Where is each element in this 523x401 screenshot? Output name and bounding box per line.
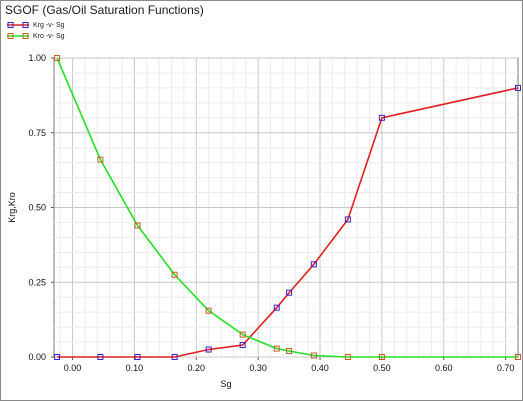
y-axis-label: Krg,Kro [7,192,17,223]
data-point-kro [378,354,385,360]
chart-title: SGOF (Gas/Oil Saturation Functions) [5,3,204,17]
data-point-krg [344,216,351,223]
x-tick-label: 0.60 [435,363,453,373]
data-point-krg [134,354,141,360]
x-tick-label: 0.30 [249,363,267,373]
legend-swatch-krg [7,22,29,28]
legend-swatch-kro [7,33,29,39]
data-point-krg [515,84,521,91]
x-tick-label: 0.70 [497,363,515,373]
data-point-kro [273,345,280,352]
x-tick-label: 0.40 [311,363,329,373]
data-point-kro [54,55,61,61]
x-tick-label: 0.00 [64,363,82,373]
y-tick-label: 0.50 [28,203,46,213]
data-point-kro [97,156,104,163]
data-point-kro [515,354,521,360]
data-point-kro [171,271,178,278]
series-line-krg [57,87,519,358]
x-axis-label: Sg [220,379,231,389]
legend-label-krg: Krg -v- Sg [33,21,65,29]
data-point-krg [54,354,61,360]
x-tick-label: 0.20 [188,363,206,373]
data-point-krg [205,346,212,353]
data-point-kro [239,331,246,338]
data-point-krg [310,261,317,268]
data-point-krg [286,289,293,296]
data-point-kro [134,222,141,229]
series-line-kro [56,57,518,358]
data-point-krg [239,342,246,349]
legend-item-krg: Krg -v- Sg [7,20,65,30]
x-tick-label: 0.50 [373,363,391,373]
y-tick-label: 0.00 [28,352,46,362]
legend-item-kro: Kro -v- Sg [7,31,65,41]
data-point-kro [344,354,351,360]
data-point-krg [378,114,385,121]
data-point-kro [205,307,212,314]
data-point-kro [286,348,293,355]
y-tick-label: 0.75 [28,128,46,138]
data-point-krg [273,304,280,311]
data-point-krg [97,354,104,360]
data-point-krg [171,354,178,360]
data-point-kro [310,352,317,359]
y-tick-label: 1.00 [28,53,46,63]
legend-label-kro: Kro -v- Sg [33,32,65,40]
x-tick-label: 0.10 [126,363,144,373]
y-tick-label: 0.25 [28,277,46,287]
